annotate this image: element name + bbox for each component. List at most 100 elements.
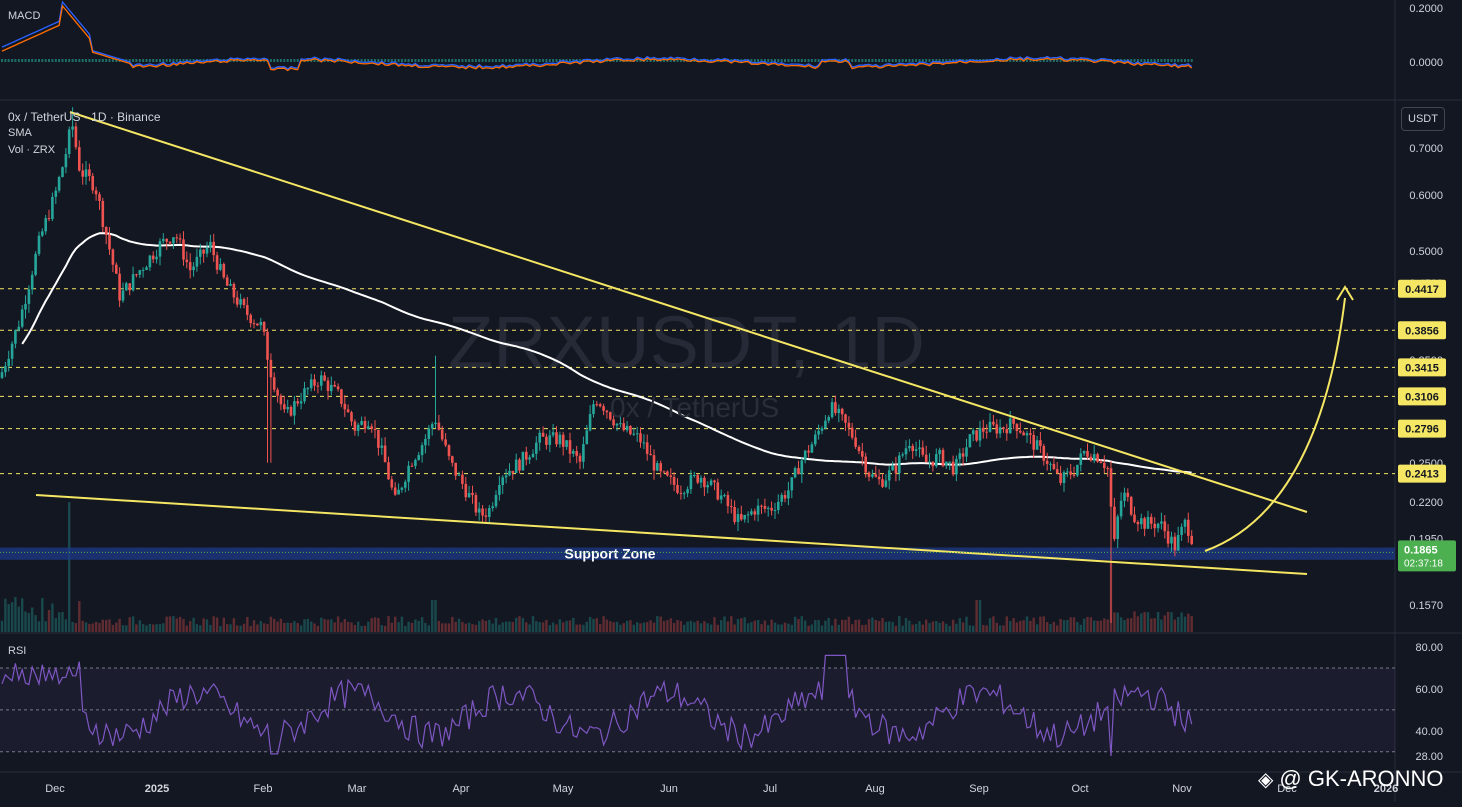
volume-bar xyxy=(494,617,498,632)
volume-label[interactable]: Vol · ZRX xyxy=(8,144,56,156)
candle-body xyxy=(185,259,189,263)
candle-body xyxy=(666,471,669,476)
macd-histogram-bar xyxy=(374,59,376,62)
candle-body xyxy=(572,451,575,454)
candle-body xyxy=(101,201,105,227)
candle-body xyxy=(1146,516,1150,529)
time-tick-label: 2025 xyxy=(145,783,169,795)
volume-bar xyxy=(531,616,535,632)
candle-body xyxy=(592,404,595,415)
candle-body xyxy=(404,481,407,488)
macd-histogram-bar xyxy=(1133,59,1136,62)
symbol-title[interactable]: 0x / TetherUS · 1D · Binance xyxy=(8,110,161,124)
macd-histogram-bar xyxy=(911,59,914,62)
candle-body xyxy=(219,264,222,270)
macd-histogram-bar xyxy=(411,59,413,62)
time-tick-label: Nov xyxy=(1172,783,1192,795)
candle-body xyxy=(330,384,333,392)
candle-body xyxy=(1099,461,1103,463)
binance-diamond-icon: ◈ xyxy=(1258,768,1274,791)
volume-bar xyxy=(1042,616,1045,632)
candle-body xyxy=(1055,469,1059,473)
macd-histogram-bar xyxy=(817,59,820,62)
volume-bar xyxy=(21,598,24,632)
volume-bar xyxy=(867,619,871,632)
candle-body xyxy=(424,438,427,446)
candle-body xyxy=(961,453,965,457)
volume-bar xyxy=(602,616,605,632)
candle-body xyxy=(662,471,666,473)
candle-body xyxy=(484,515,488,517)
macd-histogram-bar xyxy=(51,59,54,62)
candle-body xyxy=(1005,429,1009,434)
resistance-price-tag xyxy=(1398,279,1446,298)
sma-label[interactable]: SMA xyxy=(8,127,32,139)
candle-body xyxy=(10,343,14,359)
macd-histogram-bar xyxy=(417,59,420,62)
volume-bar xyxy=(1086,616,1089,632)
last-price-value: 0.1865 xyxy=(1404,544,1438,556)
macd-histogram-bar xyxy=(1083,59,1086,62)
volume-bar xyxy=(551,622,555,632)
macd-histogram-bar xyxy=(767,59,770,62)
candle-body xyxy=(635,433,639,435)
macd-histogram-bar xyxy=(488,59,491,62)
macd-histogram-bar xyxy=(111,59,114,62)
projection-arrow-head xyxy=(1336,285,1354,301)
volume-bar xyxy=(578,624,582,632)
candle-body xyxy=(696,475,699,483)
macd-histogram-bar xyxy=(404,59,407,62)
macd-histogram-bar xyxy=(777,59,780,62)
macd-histogram-bar xyxy=(1110,59,1112,62)
candle-body xyxy=(538,432,541,443)
volume-bar xyxy=(515,617,518,632)
currency-button[interactable]: USDT xyxy=(1401,107,1445,131)
volume-bar xyxy=(488,619,491,632)
volume-bar xyxy=(145,625,148,632)
candle-body xyxy=(1032,435,1035,450)
volume-bar xyxy=(1059,619,1062,632)
volume-bar xyxy=(918,621,921,632)
candle-body xyxy=(474,495,478,513)
volume-bar xyxy=(420,617,424,632)
volume-bar xyxy=(202,618,205,632)
volume-bar xyxy=(793,616,797,632)
candle-body xyxy=(1059,473,1062,483)
candle-body xyxy=(377,430,380,448)
resistance-price-label: 0.3415 xyxy=(1405,362,1439,374)
candle-body xyxy=(854,437,857,447)
volume-bar xyxy=(538,622,541,632)
macd-histogram-bar xyxy=(878,59,881,62)
volume-bar xyxy=(824,620,827,632)
macd-histogram-bar xyxy=(253,59,255,62)
volume-bar xyxy=(1032,617,1035,632)
candle-body xyxy=(800,460,804,475)
volume-bar xyxy=(61,612,64,632)
candle-body xyxy=(1116,516,1119,539)
volume-bar xyxy=(1177,617,1180,632)
volume-bar xyxy=(972,625,975,632)
volume-bar xyxy=(212,616,215,632)
volume-bar xyxy=(1130,618,1133,632)
macd-histogram-bar xyxy=(461,59,464,62)
volume-bar xyxy=(770,619,773,632)
volume-bar xyxy=(662,620,666,632)
candle-body xyxy=(464,483,468,498)
candle-body xyxy=(205,247,209,254)
volume-bar xyxy=(333,622,336,632)
macd-histogram-bar xyxy=(189,59,192,62)
macd-histogram-bar xyxy=(350,59,353,62)
volume-bar xyxy=(1022,620,1025,632)
volume-bar xyxy=(74,623,78,632)
candle-body xyxy=(104,227,108,235)
volume-bar xyxy=(1019,621,1022,632)
volume-bar xyxy=(847,616,851,632)
volume-bar xyxy=(612,622,615,632)
candle-body xyxy=(810,444,814,453)
macd-histogram-bar xyxy=(474,59,477,62)
macd-histogram-bar xyxy=(1113,59,1116,62)
volume-bar xyxy=(256,624,259,632)
candle-body xyxy=(840,408,844,415)
